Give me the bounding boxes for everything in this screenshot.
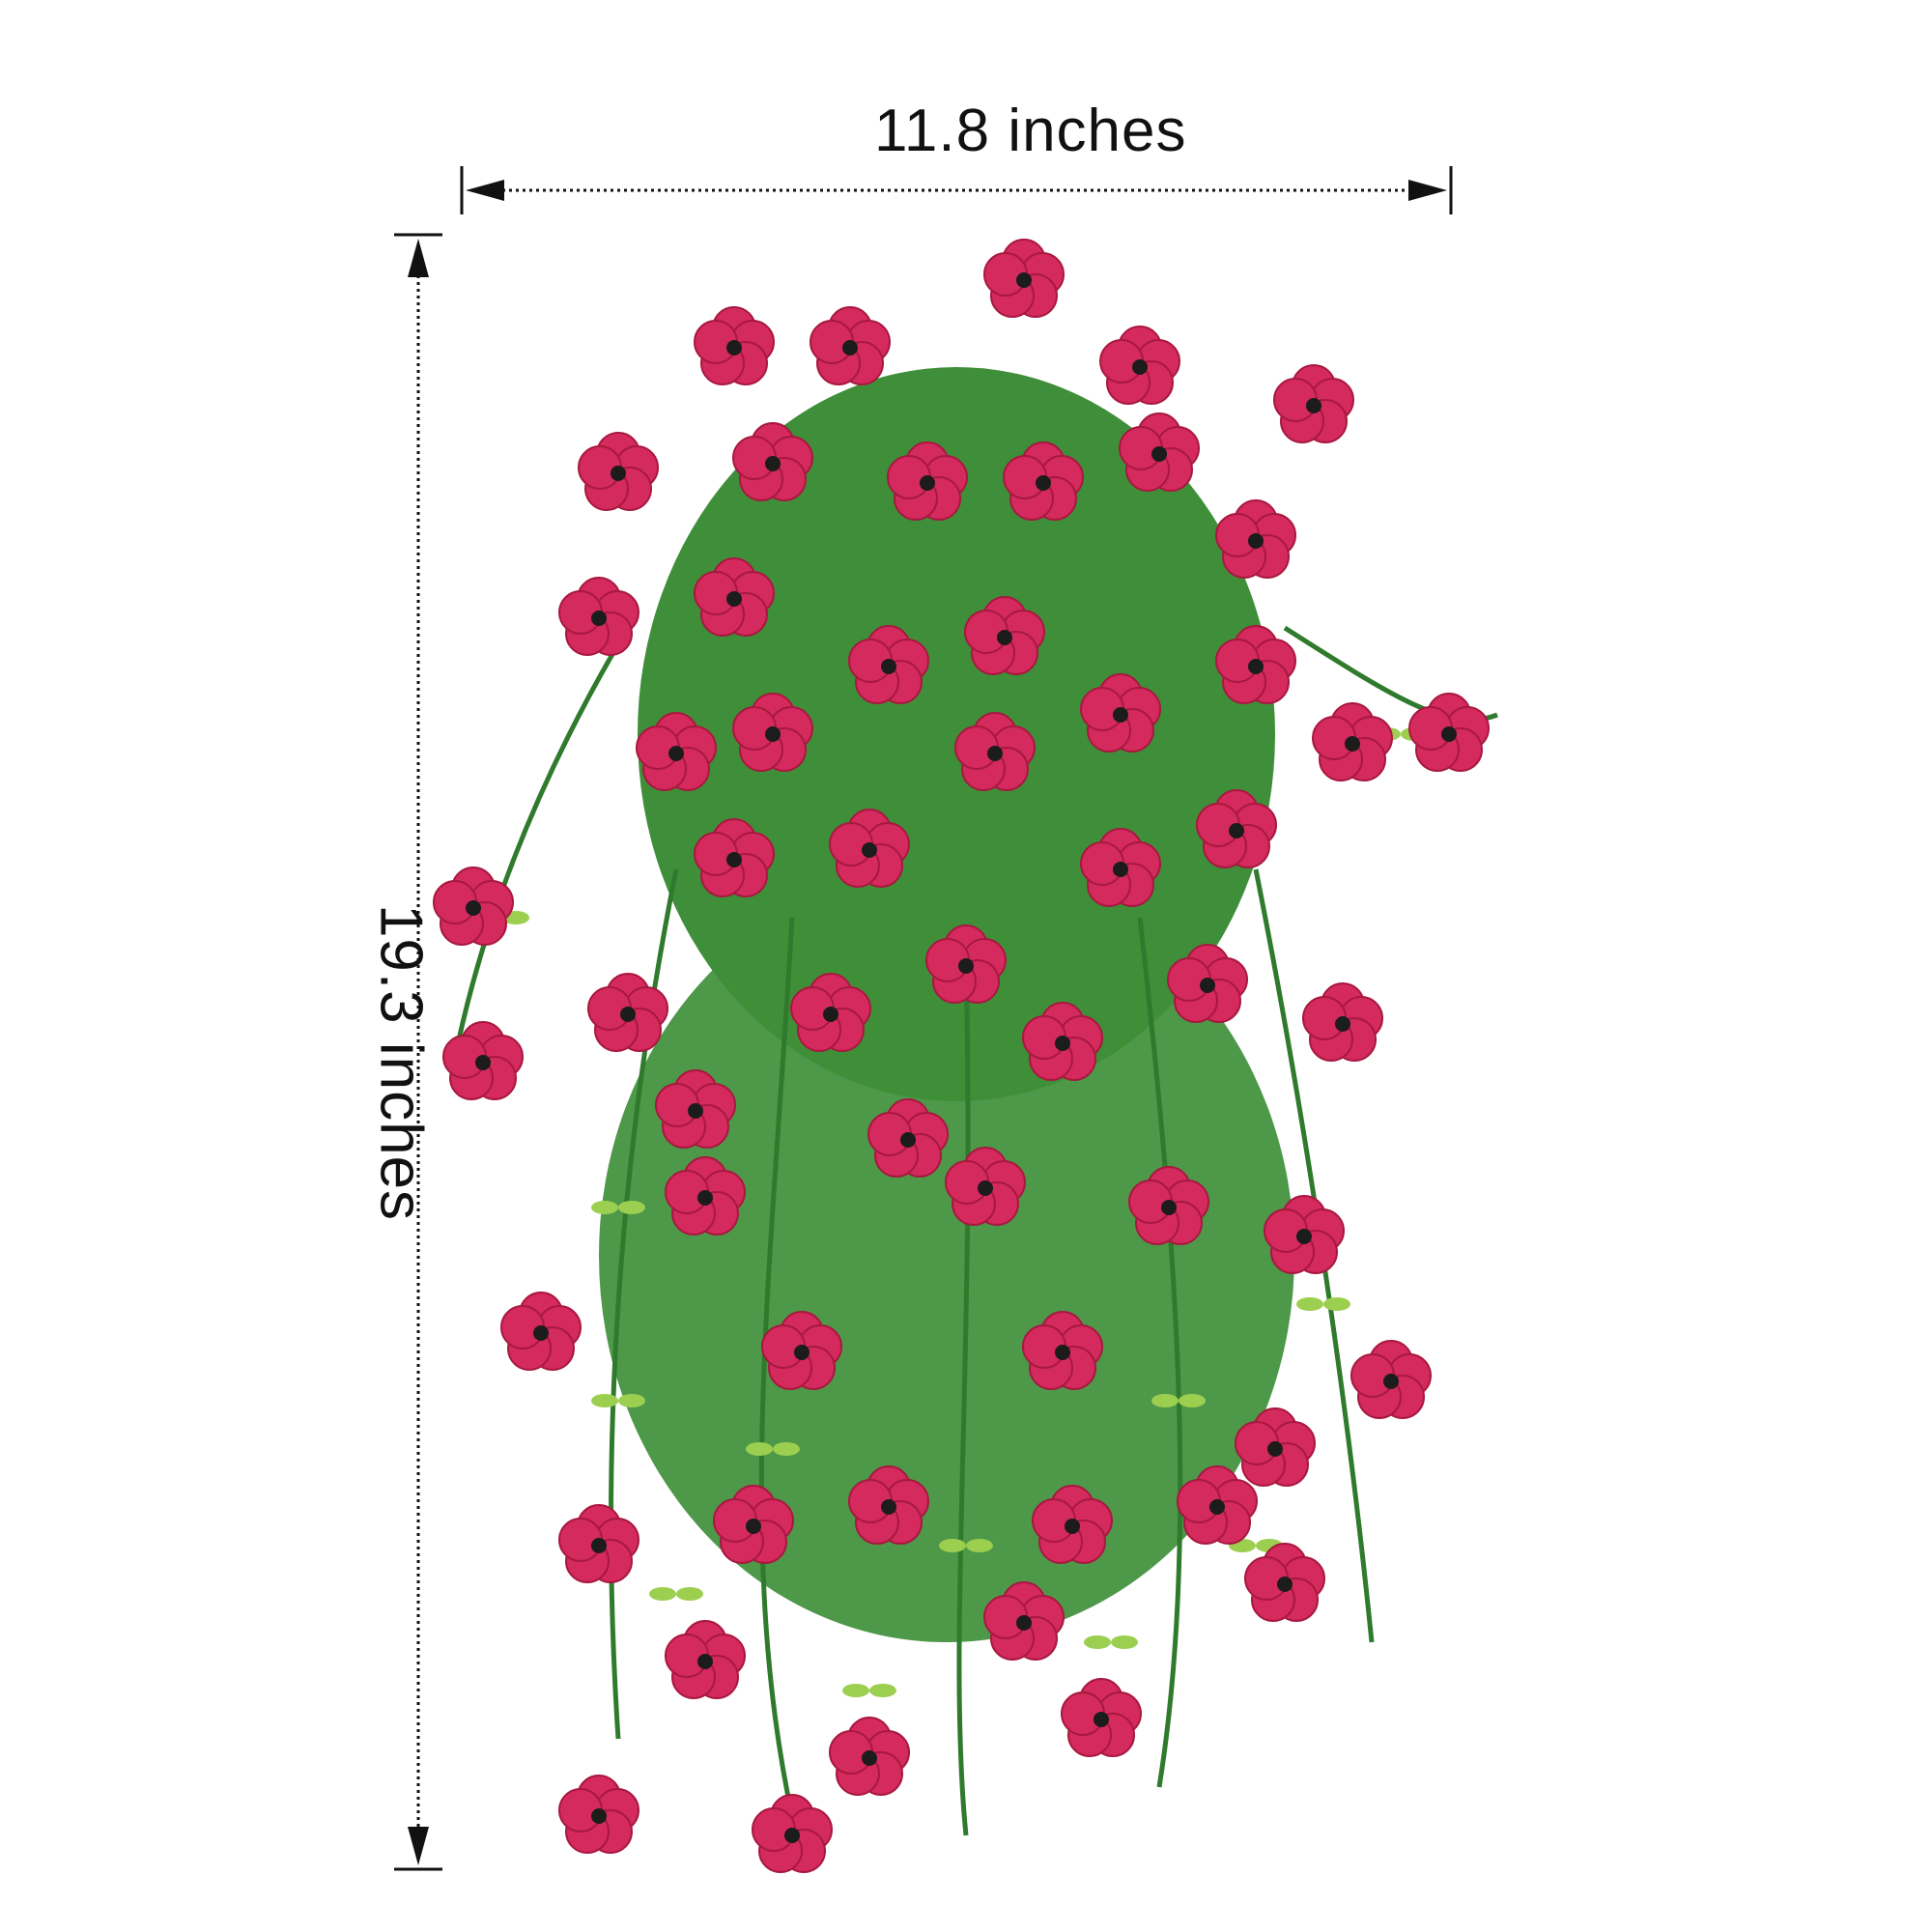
height-dimension-label: 19.3 inches bbox=[367, 903, 435, 1222]
height-dimension-line bbox=[394, 233, 442, 1871]
width-dimension-line bbox=[460, 166, 1453, 214]
arrow-left-icon bbox=[466, 180, 504, 201]
flower-centers bbox=[466, 272, 1457, 1843]
width-dimension-label: 11.8 inches bbox=[874, 98, 1187, 164]
arrow-right-icon bbox=[1408, 180, 1447, 201]
arrow-down-icon bbox=[408, 1827, 429, 1865]
arrow-up-icon bbox=[408, 239, 429, 277]
